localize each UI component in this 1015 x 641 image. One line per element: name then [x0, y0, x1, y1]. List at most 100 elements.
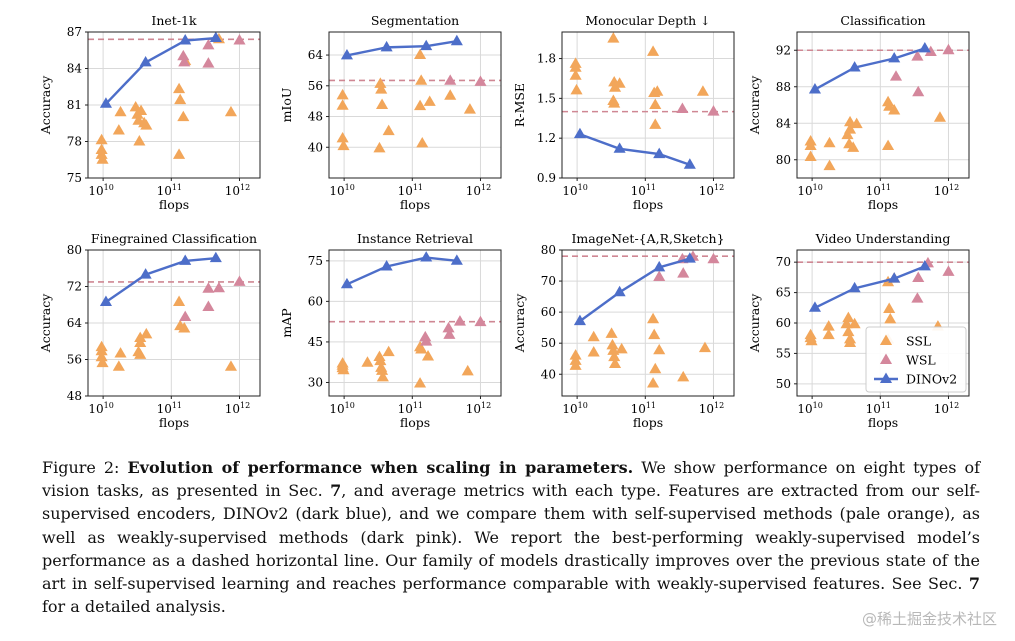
y-tick-label-0: 40 — [308, 140, 323, 154]
y-tick-label-1: 1.2 — [537, 131, 556, 145]
ssl-point-10 — [850, 117, 863, 129]
ssl-point-9 — [414, 48, 427, 60]
wsl-point-0 — [444, 74, 457, 85]
dinov2-point-2 — [653, 260, 666, 272]
ssl-point-2 — [569, 69, 582, 80]
ssl-point-12 — [649, 98, 662, 109]
chart-title: Classification — [840, 13, 925, 28]
x-tick-label-2: 1012 — [225, 183, 250, 198]
y-tick-label-1: 55 — [776, 346, 791, 360]
dinov2-point-3 — [450, 254, 463, 265]
ssl-point-5 — [112, 360, 125, 371]
dinov2-line — [105, 257, 216, 304]
ssl-point-2 — [95, 148, 108, 159]
x-tick-label-2: 1012 — [699, 183, 724, 198]
plot-frame — [328, 249, 502, 397]
dinov2-point-1 — [613, 285, 626, 297]
wsl-point-4 — [707, 252, 720, 264]
dinov2-point-0 — [808, 83, 821, 94]
y-tick-label-2: 88 — [776, 80, 791, 94]
ssl-point-17 — [698, 341, 712, 353]
caption-ref-2[interactable]: 7 — [968, 574, 980, 594]
wsl-point-0 — [653, 270, 666, 281]
ssl-point-1 — [95, 344, 108, 356]
y-tick-label-0: 0.9 — [537, 171, 556, 185]
y-tick-label-3: 92 — [776, 43, 791, 57]
ssl-point-4 — [822, 328, 835, 340]
x-axis-label: flops — [633, 415, 663, 430]
dinov2-point-0 — [99, 295, 112, 306]
dinov2-point-1 — [380, 40, 393, 52]
wsl-point-5 — [474, 315, 487, 327]
wsl-point-2 — [202, 300, 215, 312]
ssl-point-10 — [848, 317, 861, 329]
wsl-point-1 — [420, 335, 433, 346]
x-tick-label-1: 1011 — [631, 401, 656, 416]
y-tick-label-2: 60 — [541, 305, 556, 319]
y-tick-label-3: 84 — [67, 62, 83, 76]
ssl-point-3 — [96, 153, 109, 164]
ssl-point-9 — [134, 331, 147, 343]
legend-marker-ssl — [879, 334, 893, 345]
y-axis-label: mAP — [279, 308, 294, 337]
y-tick-label-0: 30 — [308, 375, 323, 389]
ssl-point-14 — [444, 89, 457, 100]
dinov2-point-0 — [573, 314, 586, 326]
wsl-point-1 — [911, 50, 924, 61]
x-tick-label-0: 1010 — [562, 401, 587, 416]
wsl-point-3 — [202, 57, 215, 68]
y-tick-label-4: 80 — [67, 243, 82, 257]
plot-frame — [796, 31, 970, 179]
chart-panel-8: 1010 1011 1012 50 55 60 65 70 Video Understandin… — [747, 231, 970, 430]
ssl-point-2 — [805, 334, 818, 346]
wsl-point-4 — [453, 315, 467, 326]
ssl-point-7 — [842, 325, 855, 337]
chart-panel-5: 1010 1011 1012 48 56 64 72 80 Finegrained Classi… — [38, 231, 261, 430]
ssl-point-12 — [140, 119, 153, 130]
caption-ref-1[interactable]: 7 — [330, 481, 342, 501]
plot-frame — [561, 31, 735, 179]
y-tick-label-2: 60 — [776, 316, 791, 330]
ssl-point-1 — [336, 99, 349, 110]
ssl-point-4 — [374, 77, 387, 88]
y-tick-label-3: 72 — [67, 280, 82, 294]
y-tick-label-4: 87 — [67, 25, 82, 39]
ssl-point-10 — [135, 104, 148, 116]
dinov2-point-3 — [918, 41, 931, 53]
dinov2-point-0 — [340, 48, 353, 60]
ssl-point-12 — [416, 136, 429, 148]
dinov2-line — [579, 133, 691, 166]
dinov2-point-2 — [179, 34, 192, 45]
y-tick-label-3: 1.8 — [537, 52, 556, 66]
dinov2-line — [814, 47, 926, 91]
ssl-point-7 — [844, 123, 857, 134]
ssl-point-10 — [647, 45, 660, 56]
y-axis-label: Accuracy — [747, 75, 762, 136]
x-axis-label: flops — [400, 415, 430, 430]
x-tick-label-1: 1011 — [157, 401, 182, 416]
x-tick-label-0: 1010 — [88, 401, 113, 416]
wsl-point-2 — [677, 267, 690, 278]
legend-marker-dino — [879, 372, 893, 383]
legend-label-dino: DINOv2 — [906, 372, 957, 387]
ssl-point-9 — [133, 135, 146, 146]
x-axis-label: flops — [868, 197, 898, 212]
legend-marker-wsl — [879, 353, 893, 364]
x-tick-label-2: 1012 — [225, 401, 250, 416]
ssl-point-0 — [569, 349, 582, 360]
wsl-point-4 — [942, 43, 955, 55]
ssl-point-9 — [844, 336, 857, 348]
ssl-point-14 — [224, 360, 238, 371]
ssl-point-15 — [696, 85, 709, 96]
y-axis-label: Accuracy — [38, 75, 53, 136]
ssl-point-11 — [414, 99, 427, 111]
dinov2-point-0 — [340, 277, 353, 289]
y-tick-label-2: 64 — [67, 316, 83, 330]
x-tick-label-2: 1012 — [466, 183, 491, 198]
ssl-point-6 — [842, 311, 855, 323]
ssl-point-2 — [95, 350, 108, 362]
caption-text-1: We show performance on eight types of vi… — [42, 458, 981, 501]
x-tick-label-1: 1011 — [631, 183, 656, 198]
ssl-point-10 — [140, 327, 153, 339]
plot-frame — [561, 249, 735, 397]
